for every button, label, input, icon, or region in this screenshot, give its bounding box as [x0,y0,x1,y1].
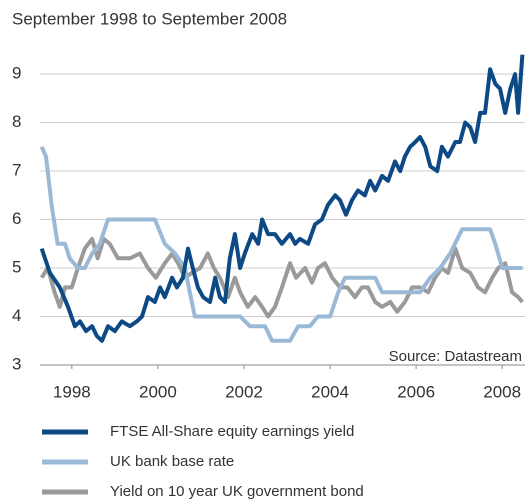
y-tick-label: 7 [12,161,21,180]
line-series [39,145,523,343]
source-note: Source: Datastream [389,348,522,365]
y-tick-label: 5 [12,258,21,277]
line-series [39,54,525,343]
chart-title: September 1998 to September 2008 [12,9,287,28]
legend-label: Yield on 10 year UK government bond [110,483,364,499]
x-tick-label: 2006 [397,382,435,401]
x-tick-label: 1998 [53,382,91,401]
x-tick-label: 2004 [311,382,349,401]
y-tick-label: 9 [12,64,21,83]
x-tick-label: 2008 [483,382,521,401]
legend-label: FTSE All-Share equity earnings yield [110,423,354,440]
y-tick-label: 3 [12,354,21,373]
y-tick-label: 8 [12,112,21,131]
y-tick-label: 6 [12,209,21,228]
x-tick-label: 2000 [139,382,177,401]
line-series [39,236,524,319]
y-tick-label: 4 [12,306,21,325]
x-tick-label: 2002 [225,382,263,401]
legend-label: UK bank base rate [110,453,234,470]
